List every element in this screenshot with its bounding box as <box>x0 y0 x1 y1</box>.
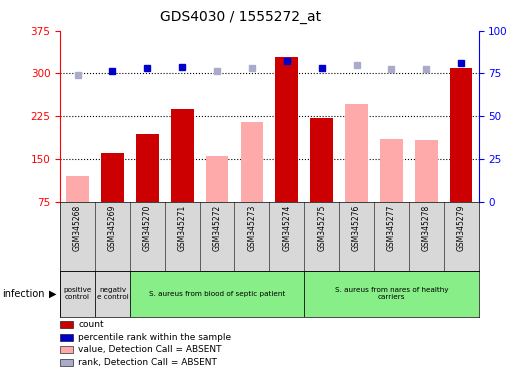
Bar <box>276 58 298 202</box>
Text: infection: infection <box>3 289 45 299</box>
Text: GSM345268: GSM345268 <box>73 205 82 251</box>
Bar <box>304 271 479 317</box>
Text: value, Detection Call = ABSENT: value, Detection Call = ABSENT <box>78 345 222 354</box>
Text: positive
control: positive control <box>63 287 92 300</box>
Bar <box>380 139 403 202</box>
Text: S. aureus from blood of septic patient: S. aureus from blood of septic patient <box>149 291 285 297</box>
Bar <box>345 104 368 202</box>
Text: count: count <box>78 320 104 329</box>
Text: GSM345279: GSM345279 <box>457 205 465 252</box>
Bar <box>310 118 333 202</box>
Bar <box>241 122 263 202</box>
Text: GSM345269: GSM345269 <box>108 205 117 252</box>
Text: GSM345275: GSM345275 <box>317 205 326 252</box>
Text: GSM345271: GSM345271 <box>178 205 187 251</box>
Text: GSM345278: GSM345278 <box>422 205 431 251</box>
Text: GSM345272: GSM345272 <box>212 205 222 251</box>
Text: ▶: ▶ <box>49 289 56 299</box>
Text: negativ
e control: negativ e control <box>97 287 128 300</box>
Text: GSM345270: GSM345270 <box>143 205 152 252</box>
Bar <box>101 153 124 202</box>
Bar <box>95 271 130 317</box>
Text: GSM345274: GSM345274 <box>282 205 291 252</box>
Bar <box>136 134 158 202</box>
Text: GSM345273: GSM345273 <box>247 205 256 252</box>
Text: S. aureus from nares of healthy
carriers: S. aureus from nares of healthy carriers <box>335 287 448 300</box>
Bar <box>60 271 95 317</box>
Bar <box>171 109 194 202</box>
Text: GSM345277: GSM345277 <box>387 205 396 252</box>
Text: GDS4030 / 1555272_at: GDS4030 / 1555272_at <box>160 10 321 23</box>
Bar <box>450 68 472 202</box>
Text: percentile rank within the sample: percentile rank within the sample <box>78 333 231 342</box>
Text: GSM345276: GSM345276 <box>352 205 361 252</box>
Text: rank, Detection Call = ABSENT: rank, Detection Call = ABSENT <box>78 358 217 367</box>
Bar <box>415 140 438 202</box>
Bar <box>66 176 89 202</box>
Bar <box>206 156 229 202</box>
Bar <box>130 271 304 317</box>
